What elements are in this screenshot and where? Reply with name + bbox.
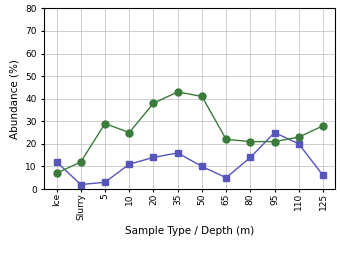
Y-axis label: Abundance (%): Abundance (%) (10, 59, 20, 139)
Small Flagellates Grease (248, 140, 252, 143)
Small Flagellates Nilas (224, 176, 228, 179)
X-axis label: Sample Type / Depth (m): Sample Type / Depth (m) (125, 226, 254, 236)
Small Flagellates Nilas (54, 160, 58, 163)
Small Flagellates Grease (176, 90, 180, 94)
Small Flagellates Nilas (321, 174, 325, 177)
Line: Small Flagellates Nilas: Small Flagellates Nilas (53, 130, 326, 188)
Small Flagellates Grease (321, 124, 325, 127)
Small Flagellates Nilas (79, 183, 83, 186)
Small Flagellates Nilas (103, 181, 107, 184)
Small Flagellates Nilas (176, 151, 180, 155)
Small Flagellates Grease (54, 172, 58, 175)
Small Flagellates Nilas (297, 142, 301, 146)
Small Flagellates Grease (273, 140, 277, 143)
Small Flagellates Grease (127, 131, 131, 134)
Small Flagellates Grease (297, 135, 301, 139)
Small Flagellates Nilas (127, 163, 131, 166)
Small Flagellates Grease (200, 95, 204, 98)
Small Flagellates Grease (152, 101, 156, 105)
Small Flagellates Nilas (200, 165, 204, 168)
Small Flagellates Nilas (248, 156, 252, 159)
Small Flagellates Grease (224, 138, 228, 141)
Line: Small Flagellates Grease: Small Flagellates Grease (53, 88, 327, 177)
Small Flagellates Grease (103, 122, 107, 125)
Small Flagellates Nilas (152, 156, 156, 159)
Small Flagellates Grease (79, 160, 83, 163)
Small Flagellates Nilas (273, 131, 277, 134)
